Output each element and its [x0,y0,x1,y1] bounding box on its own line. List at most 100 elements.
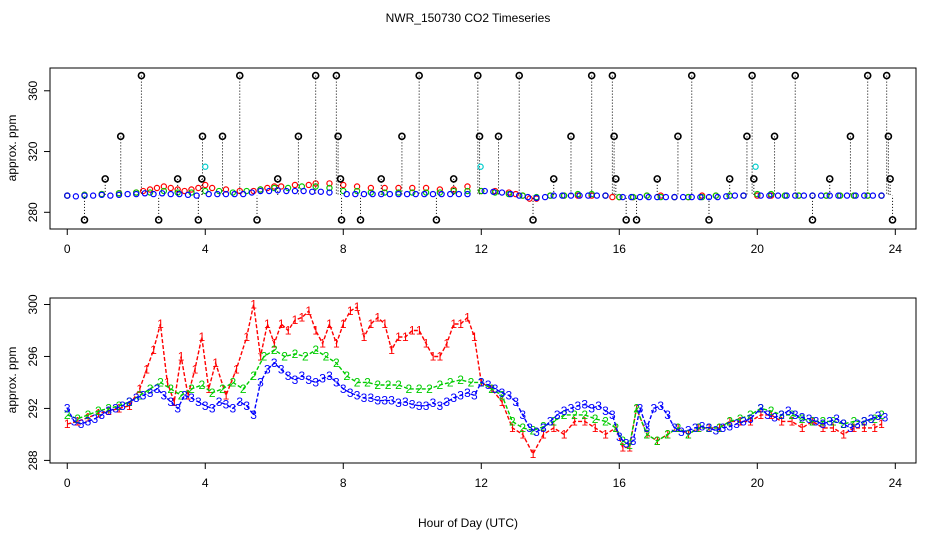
point-flag [377,175,386,183]
point-3 [184,191,192,199]
marker-2: 2 [271,343,278,357]
point-1 [609,193,616,201]
point-1 [153,184,161,192]
marker-2: 2 [602,414,609,428]
marker-1: 1 [423,336,430,350]
marker-2: 2 [809,414,816,428]
series-line-1 [67,304,882,456]
marker-3: 3 [361,391,368,405]
marker-3: 3 [133,391,140,405]
marker-1: 1 [299,310,306,324]
marker-1: 1 [820,421,827,435]
point-3 [697,193,704,201]
marker-2: 2 [157,375,164,389]
marker-3: 3 [854,417,861,431]
marker-3: 3 [209,401,216,415]
marker-1: 1 [64,417,71,431]
point-3 [800,192,808,199]
marker-3: 3 [71,414,78,428]
marker-2: 2 [167,382,174,396]
marker-3: 3 [678,425,685,439]
point-3 [72,193,80,200]
point-3 [602,192,609,199]
bottom-y-axis-label: approx. ppm [5,347,19,414]
point-3 [774,192,782,199]
point-3 [714,193,721,201]
marker-3: 3 [733,417,740,431]
marker-1: 1 [416,323,423,337]
marker-3: 3 [64,401,71,415]
point-flag [137,71,146,80]
marker-2: 2 [261,349,268,363]
point-flag [750,175,758,183]
marker-1: 1 [871,421,878,435]
point-1 [340,181,347,189]
point-flag [398,132,406,141]
marker-3: 3 [174,401,181,415]
marker-1: 1 [185,388,192,402]
marker-1: 1 [737,414,744,428]
point-flag [173,175,182,183]
marker-1: 1 [878,417,885,431]
marker-1: 1 [726,414,733,428]
point-flag [705,216,713,224]
point-3 [455,190,463,198]
point-flag [653,175,662,183]
point-3 [636,193,644,201]
point-cyan [477,163,484,170]
point-3 [300,187,307,195]
point-flag [791,71,800,80]
point-3 [550,192,557,199]
marker-2: 2 [851,414,858,428]
marker-3: 3 [216,395,223,409]
marker-3: 3 [595,399,602,413]
point-3 [826,192,833,199]
point-3 [662,193,670,201]
marker-3: 3 [154,382,161,396]
marker-3: 3 [512,395,519,409]
point-flag [608,71,617,80]
marker-2: 2 [405,382,412,396]
marker-1: 1 [716,421,723,435]
marker-1: 1 [381,317,388,331]
point-flag [198,175,206,183]
point-3 [541,193,549,201]
point-1 [526,195,533,202]
point-flag [612,175,620,183]
point-2 [478,187,485,195]
point-3 [852,192,859,199]
marker-3: 3 [464,386,471,400]
marker-1: 1 [164,375,171,389]
point-1 [167,184,174,192]
marker-1: 1 [368,317,375,331]
point-3 [464,190,471,198]
point-cyan [202,163,209,170]
point-flag [336,175,345,183]
marker-2: 2 [250,369,257,383]
marker-3: 3 [319,372,326,386]
marker-1: 1 [198,330,205,344]
point-flag [674,132,682,141]
point-3 [723,193,730,200]
top-series-3 [64,187,885,202]
x-tick-label: 4 [202,242,209,256]
y-tick-label: 280 [26,202,40,222]
marker-3: 3 [140,388,147,402]
marker-1: 1 [319,336,326,350]
point-3 [193,192,200,199]
point-3 [141,190,149,197]
point-flag [194,216,203,224]
point-2 [367,189,375,196]
marker-3: 3 [644,421,651,435]
marker-2: 2 [695,421,702,435]
marker-2: 2 [426,382,433,396]
point-flag [610,132,618,141]
point-flag [475,132,484,141]
point-flag [567,132,575,141]
point-3 [167,190,174,198]
point-3 [835,192,842,199]
point-3 [421,190,428,198]
marker-3: 3 [264,362,271,376]
marker-3: 3 [326,369,333,383]
